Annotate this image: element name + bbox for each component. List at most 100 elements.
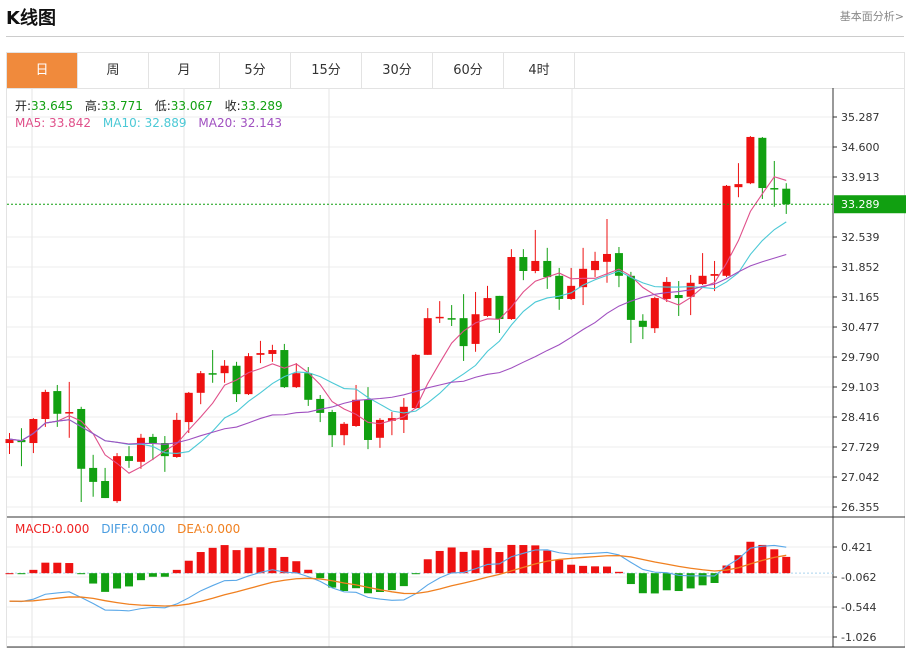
macd-value: MACD:0.000 [15, 522, 90, 536]
macd-bar-positive [471, 550, 480, 574]
price-tick-label: 28.416 [841, 411, 880, 424]
tab-30min[interactable]: 30分 [362, 53, 433, 88]
candle-up [268, 350, 277, 354]
ma10-value: MA10: 32.889 [102, 116, 187, 130]
macd-bar-negative [160, 573, 169, 577]
macd-bar-negative [662, 573, 671, 591]
macd-bar-negative [686, 573, 695, 589]
tab-week[interactable]: 周 [78, 53, 149, 88]
macd-bar-positive [256, 547, 265, 574]
candle-up [423, 318, 432, 355]
ohlc-readout: 开:33.645 高:33.771 低:33.067 收:33.289 [15, 97, 291, 114]
last-price-label: 33.289 [841, 198, 880, 211]
ma20-line [9, 253, 787, 445]
macd-tick-label: -0.062 [841, 571, 876, 584]
price-tick-label: 29.790 [841, 351, 880, 364]
candle-down [208, 373, 217, 375]
price-tick-label: 31.165 [841, 291, 880, 304]
candle-up [172, 419, 181, 458]
candle-up [5, 439, 14, 444]
macd-bar-positive [41, 562, 50, 574]
candle-up [184, 392, 193, 423]
macd-bar-positive [507, 544, 516, 574]
candle-up [375, 419, 384, 438]
macd-bar-positive [531, 545, 540, 574]
page-title: K线图 [6, 8, 56, 29]
macd-bar-positive [555, 559, 564, 574]
macd-bar-positive [746, 541, 755, 574]
macd-bar-positive [782, 556, 791, 574]
candle-down [328, 412, 337, 436]
macd-bar-positive [579, 565, 588, 574]
candle-down [316, 398, 325, 413]
price-tick-label: 34.600 [841, 141, 880, 154]
candle-up [531, 260, 540, 272]
price-tick-label: 33.913 [841, 171, 880, 184]
tab-5min[interactable]: 5分 [220, 53, 291, 88]
low-value: 33.067 [170, 99, 213, 113]
macd-bar-positive [53, 562, 62, 574]
candle-down [148, 436, 157, 444]
tab-day[interactable]: 日 [7, 53, 78, 88]
macd-bar-negative [375, 573, 384, 592]
macd-bar-positive [459, 551, 468, 574]
candle-down [304, 373, 313, 400]
macd-bar-positive [172, 569, 181, 574]
macd-tick-label: -0.544 [841, 601, 876, 614]
macd-bar-positive [5, 573, 14, 575]
candle-up [591, 260, 600, 271]
macd-bar-negative [638, 573, 647, 594]
macd-bar-negative [77, 573, 86, 575]
candle-up [507, 257, 516, 320]
candle-up [65, 412, 74, 414]
macd-bar-negative [674, 573, 683, 592]
macd-tick-label: 0.421 [841, 541, 873, 554]
macd-bar-positive [65, 563, 74, 574]
tab-60min[interactable]: 60分 [433, 53, 504, 88]
macd-bar-positive [208, 547, 217, 574]
macd-bar-negative [626, 573, 635, 585]
candle-up [710, 274, 719, 276]
candle-down [638, 320, 647, 327]
candle-up [603, 253, 611, 262]
price-tick-label: 27.729 [841, 441, 880, 454]
low-label: 低: [154, 99, 171, 113]
candle-down [77, 408, 86, 469]
macd-bar-negative [364, 573, 372, 594]
macd-bar-positive [184, 560, 193, 574]
macd-bar-negative [387, 573, 396, 591]
macd-bar-positive [543, 550, 552, 574]
candle-up [387, 418, 396, 421]
macd-bar-positive [722, 565, 731, 574]
candle-down [447, 318, 456, 320]
macd-bar-negative [17, 573, 26, 575]
close-label: 收: [224, 99, 241, 113]
price-tick-label: 30.477 [841, 321, 880, 334]
macd-bar-positive [519, 545, 528, 574]
candle-down [626, 275, 635, 320]
candle-down [614, 253, 623, 276]
diff-line [9, 544, 787, 612]
candle-up [411, 354, 420, 409]
price-tick-label: 32.539 [841, 231, 880, 244]
fundamental-analysis-link[interactable]: 基本面分析> [839, 10, 904, 23]
candle-down [758, 137, 767, 189]
candle-down [782, 188, 791, 205]
macd-bar-negative [411, 573, 420, 575]
open-label: 开: [15, 99, 32, 113]
tab-month[interactable]: 月 [149, 53, 220, 88]
macd-bar-negative [101, 573, 110, 592]
dea-line [9, 554, 787, 607]
dea-value: DEA:0.000 [177, 522, 241, 536]
price-tick-label: 26.355 [841, 501, 880, 514]
macd-bar-positive [304, 569, 313, 574]
high-value: 33.771 [100, 99, 143, 113]
candle-up [483, 298, 492, 316]
candle-up [352, 399, 361, 427]
tab-15min[interactable]: 15分 [291, 53, 362, 88]
candle-up [722, 185, 731, 276]
tab-4hour[interactable]: 4时 [504, 53, 575, 88]
macd-bar-negative [113, 573, 122, 589]
price-tick-label: 27.042 [841, 471, 880, 484]
